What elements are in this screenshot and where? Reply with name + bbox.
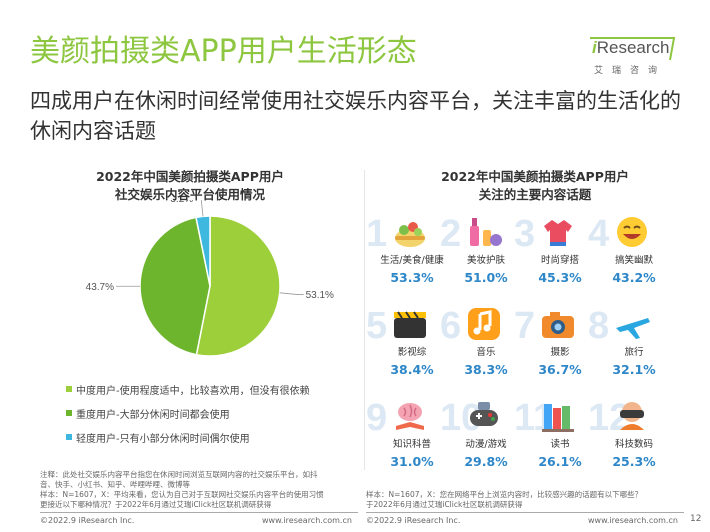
footer-copyright-right: ©2022.9 iResearch Inc. (366, 516, 461, 525)
legend-item: 中度用户-使用程度适中，比较喜欢用，但没有很依赖 (66, 377, 310, 401)
topic-rank-number: 1 (366, 213, 388, 255)
topic-rank-number: 9 (366, 397, 388, 439)
brain-book-icon (388, 396, 432, 436)
panel-divider (364, 170, 365, 470)
topic-label: 音乐 (476, 347, 496, 358)
topic-rank-number: 8 (588, 305, 610, 347)
page-subtitle: 四成用户在休闲时间经常使用社交娱乐内容平台，关注丰富的生活化的休闲内容话题 (30, 89, 681, 143)
topic-percentage: 53.3% (390, 270, 434, 285)
topic-rank-number: 7 (514, 305, 536, 347)
topic-item: 8 旅行 32.1% (588, 304, 674, 382)
game-controller-icon (462, 396, 506, 436)
topic-label: 生活/美食/健康 (380, 255, 444, 266)
page-title: 美颜拍摄类APP用户生活形态 (30, 34, 417, 69)
topic-label: 美妆护肤 (466, 255, 505, 266)
legend-label: 轻度用户-只有小部分休闲时间偶尔使用 (76, 433, 250, 445)
airplane-icon (610, 304, 654, 344)
topic-percentage: 36.7% (538, 362, 582, 377)
pie-value-label: 53.1% (306, 290, 334, 301)
topic-rank-number: 6 (440, 305, 462, 347)
topic-percentage: 32.1% (612, 362, 656, 377)
right-chart-title: 2022年中国美颜拍摄类APP用户 关注的主要内容话题 (441, 169, 629, 202)
logo-wordmark: iResearch (592, 38, 670, 57)
topic-percentage: 38.3% (464, 362, 508, 377)
books-icon (536, 396, 580, 436)
music-note-icon (462, 304, 506, 344)
topic-percentage: 26.1% (538, 454, 582, 469)
topic-rank-number: 3 (514, 213, 536, 255)
pie-value-label: 3.2% (170, 200, 193, 205)
logo-frame-icon (590, 37, 676, 61)
legend-swatch (66, 386, 72, 392)
clapperboard-icon (388, 304, 432, 344)
topic-item: 7 摄影 36.7% (514, 304, 600, 382)
left-footnote: 注释：此处社交娱乐内容平台指您在休闲时间浏览互联网内容的社交娱乐平台，如抖 音、… (40, 470, 324, 509)
logo-chinese-name: 艾瑞咨询 (594, 66, 667, 76)
topic-label: 时尚穿搭 (540, 255, 579, 266)
pie-leader-line (279, 292, 304, 295)
pie-legend: 中度用户-使用程度适中，比较喜欢用，但没有很依赖 重度用户-大部分休闲时间都会使用… (66, 377, 310, 449)
topic-label: 旅行 (624, 347, 644, 358)
topic-label: 影视综 (397, 347, 427, 358)
legend-item: 重度用户-大部分休闲时间都会使用 (66, 401, 310, 425)
footer-divider-right (366, 512, 684, 513)
topic-item: 5 影视综 38.4% (366, 304, 452, 382)
footer-divider-left (40, 512, 358, 513)
iresearch-logo: iResearch 艾瑞咨询 (586, 36, 678, 80)
topic-label: 读书 (550, 439, 570, 450)
usage-pie-chart: 53.1% 43.7% 3.2% (86, 200, 334, 357)
topic-percentage: 29.8% (464, 454, 508, 469)
right-footnote: 样本：N=1607，X：您在网络平台上浏览内容时，比较感兴趣的话题有以下哪些？ … (366, 490, 643, 509)
topic-item: 1 生活/美食/健康 53.3% (366, 212, 452, 290)
topic-item: 2 美妆护肤 51.0% (440, 212, 526, 290)
topic-label: 搞笑幽默 (614, 255, 653, 266)
left-chart-title: 2022年中国美颜拍摄类APP用户 社交娱乐内容平台使用情况 (96, 169, 284, 202)
topic-item: 12 科技数码 25.3% (588, 396, 674, 474)
footer-url-left[interactable]: www.iresearch.com.cn (262, 516, 352, 525)
legend-label: 重度用户-大部分休闲时间都会使用 (76, 409, 230, 421)
laughing-emoji-icon (610, 212, 654, 252)
legend-label: 中度用户-使用程度适中，比较喜欢用，但没有很依赖 (76, 385, 310, 397)
footer-copyright-left: ©2022.9 iResearch Inc. (40, 516, 135, 525)
topic-item: 3 时尚穿搭 45.3% (514, 212, 600, 290)
topic-label: 知识科普 (392, 439, 431, 450)
topic-percentage: 45.3% (538, 270, 582, 285)
topic-rank-number: 4 (588, 213, 610, 255)
pie-slice (139, 216, 211, 356)
clothes-hanger-icon (536, 212, 580, 252)
salad-bowl-icon (388, 212, 432, 252)
legend-swatch (66, 410, 72, 416)
vr-headset-icon (610, 396, 654, 436)
legend-swatch (66, 434, 72, 440)
topic-item: 9 知识科普 31.0% (366, 396, 452, 474)
topic-percentage: 51.0% (464, 270, 508, 285)
legend-item: 轻度用户-只有小部分休闲时间偶尔使用 (66, 425, 310, 449)
topic-item: 4 搞笑幽默 43.2% (588, 212, 674, 290)
topic-rank-number: 5 (366, 305, 388, 347)
topic-percentage: 38.4% (390, 362, 434, 377)
topic-label: 动漫/游戏 (465, 439, 507, 450)
topic-percentage: 25.3% (612, 454, 656, 469)
topic-item: 11 读书 26.1% (514, 396, 600, 474)
pie-value-label: 43.7% (86, 282, 114, 293)
topic-item: 10 动漫/游戏 29.8% (440, 396, 526, 474)
pie-leader-line (200, 200, 204, 217)
cosmetics-icon (462, 212, 506, 252)
topic-percentage: 31.0% (390, 454, 434, 469)
topic-percentage: 43.2% (612, 270, 656, 285)
topic-item: 6 音乐 38.3% (440, 304, 526, 382)
topic-label: 科技数码 (614, 439, 653, 450)
page-number: 12 (690, 514, 702, 524)
topic-rank-number: 2 (440, 213, 462, 255)
footer-url-right[interactable]: www.iresearch.com.cn (588, 516, 678, 525)
camera-icon (536, 304, 580, 344)
topic-label: 摄影 (550, 347, 570, 358)
